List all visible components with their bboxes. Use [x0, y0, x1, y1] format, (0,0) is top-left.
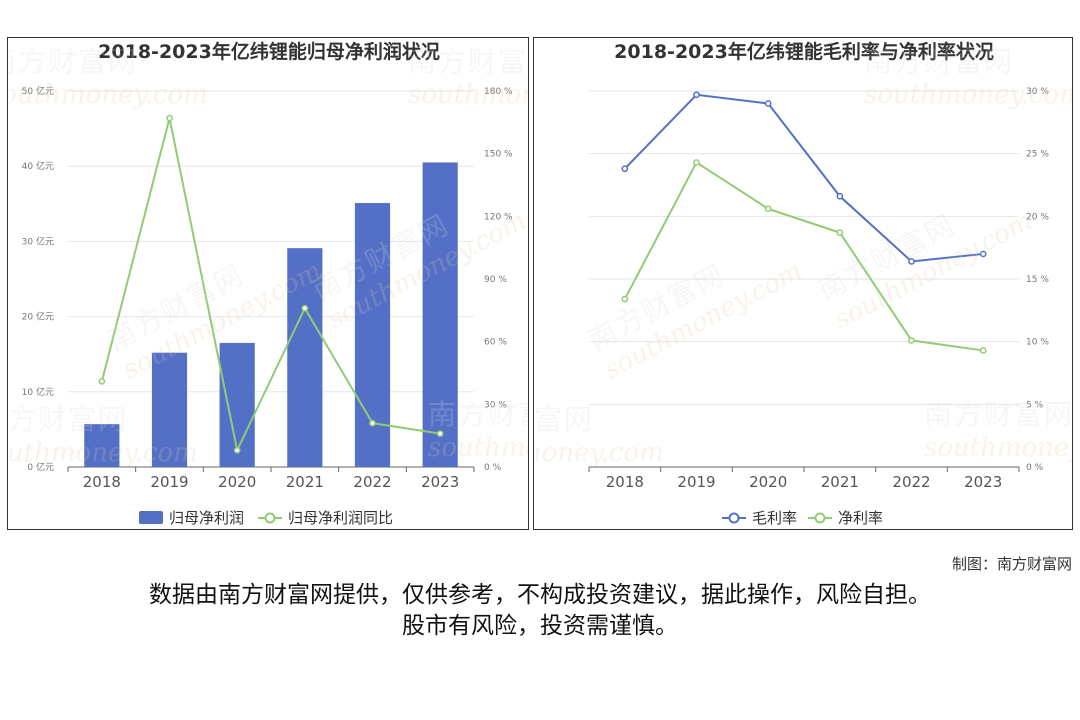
line-point	[621, 295, 629, 303]
legend-label: 净利率	[838, 509, 883, 527]
y-right-tick-label: 60 %	[484, 338, 507, 348]
series-line-net-margin	[623, 161, 984, 352]
series-line-gross-margin	[624, 93, 984, 263]
x-tick-label: 2023	[421, 473, 459, 491]
y-right-tick-label: 30 %	[484, 400, 507, 410]
x-tick-label: 2021	[821, 473, 859, 491]
net-profit-chart-panel: 2018-2023年亿纬锂能归母净利润状况 0 亿元 10 亿元 20 亿元 30 亿元…	[7, 37, 529, 530]
disclaimer: 数据由南方财富网提供，仅供参考，不构成投资建议，据此操作，风险自担。 股市有风险…	[0, 580, 1080, 642]
x-tick-label: 2019	[150, 473, 188, 491]
x-tick-label: 2020	[749, 473, 787, 491]
line-point	[908, 258, 915, 265]
y-right-tick-label: 0 %	[1026, 463, 1044, 473]
line-point	[436, 430, 444, 437]
line-point	[166, 114, 173, 122]
line-point	[836, 192, 844, 200]
x-tick-label: 2022	[353, 473, 391, 491]
y-right-tick-label: 90 %	[484, 275, 507, 285]
legend-bar-swatch	[139, 511, 163, 524]
y-left-tick-label: 0 亿元	[27, 461, 54, 473]
x-tick-label: 2020	[218, 473, 256, 491]
line-point	[693, 91, 700, 99]
legend-line-marker	[728, 512, 740, 524]
y-right-tick-label: 20 %	[1026, 212, 1049, 222]
y-right-tick-label: 25 %	[1026, 150, 1049, 160]
y-right-tick-label: 150 %	[484, 150, 513, 160]
x-tick-label: 2018	[83, 473, 121, 491]
y-left-tick-label: 40 亿元	[22, 160, 54, 172]
legend-label: 归母净利润同比	[288, 509, 393, 527]
x-tick-label: 2018	[606, 473, 644, 491]
y-left-tick-label: 50 亿元	[22, 85, 54, 97]
bar	[287, 248, 323, 467]
y-right-tick-label: 10 %	[1026, 338, 1049, 348]
y-right-tick-label: 0 %	[484, 463, 502, 473]
legend-line-marker	[264, 512, 276, 524]
legend-label: 归母净利润	[169, 509, 244, 527]
chart-title: 2018-2023年亿纬锂能归母净利润状况	[98, 40, 440, 63]
line-point	[764, 100, 772, 107]
x-tick-label: 2021	[286, 473, 324, 491]
line-point	[98, 378, 106, 385]
y-left-tick-label: 20 亿元	[22, 311, 54, 323]
margin-chart-panel: 2018-2023年亿纬锂能毛利率与净利率状况 0 % 5 % 10 % 15 % 20 …	[533, 37, 1073, 530]
disclaimer-line-2: 股市有风险，投资需谨慎。	[402, 613, 678, 639]
line-point	[369, 419, 376, 427]
bar	[151, 352, 188, 467]
line-point	[301, 304, 309, 312]
y-left-tick-label: 10 亿元	[22, 386, 54, 398]
chart-credit: 制图：南方财富网	[951, 555, 1072, 573]
line-point	[764, 205, 772, 213]
bar	[422, 162, 458, 467]
line-point	[908, 337, 915, 344]
legend-label: 毛利率	[752, 509, 797, 527]
x-tick-label: 2019	[677, 473, 715, 491]
line-point	[621, 165, 629, 173]
line-point	[233, 446, 241, 454]
net-profit-chart: 2018-2023年亿纬锂能归母净利润状况 0 亿元 10 亿元 20 亿元 30 亿元…	[22, 40, 513, 527]
legend-line-marker	[814, 512, 826, 524]
series-line-yoy	[100, 117, 441, 454]
y-right-tick-label: 5 %	[1026, 400, 1044, 410]
y-right-tick-label: 180 %	[484, 87, 513, 97]
bar	[84, 424, 120, 467]
line-point	[836, 229, 844, 236]
y-right-tick-label: 120 %	[484, 212, 513, 222]
line-point	[979, 250, 987, 258]
y-left-tick-label: 30 亿元	[22, 235, 54, 247]
line-point	[979, 347, 987, 354]
disclaimer-line-1: 数据由南方财富网提供，仅供参考，不构成投资建议，据此操作，风险自担。	[149, 582, 931, 608]
chart-title: 2018-2023年亿纬锂能毛利率与净利率状况	[614, 40, 994, 63]
line-point	[693, 159, 700, 166]
y-right-tick-label: 15 %	[1026, 275, 1049, 285]
x-tick-label: 2023	[964, 473, 1002, 491]
x-tick-label: 2022	[892, 473, 930, 491]
margin-chart: 2018-2023年亿纬锂能毛利率与净利率状况 0 % 5 % 10 % 15 % 20 …	[588, 40, 1049, 527]
bar	[354, 203, 391, 467]
y-right-tick-label: 30 %	[1026, 87, 1049, 97]
